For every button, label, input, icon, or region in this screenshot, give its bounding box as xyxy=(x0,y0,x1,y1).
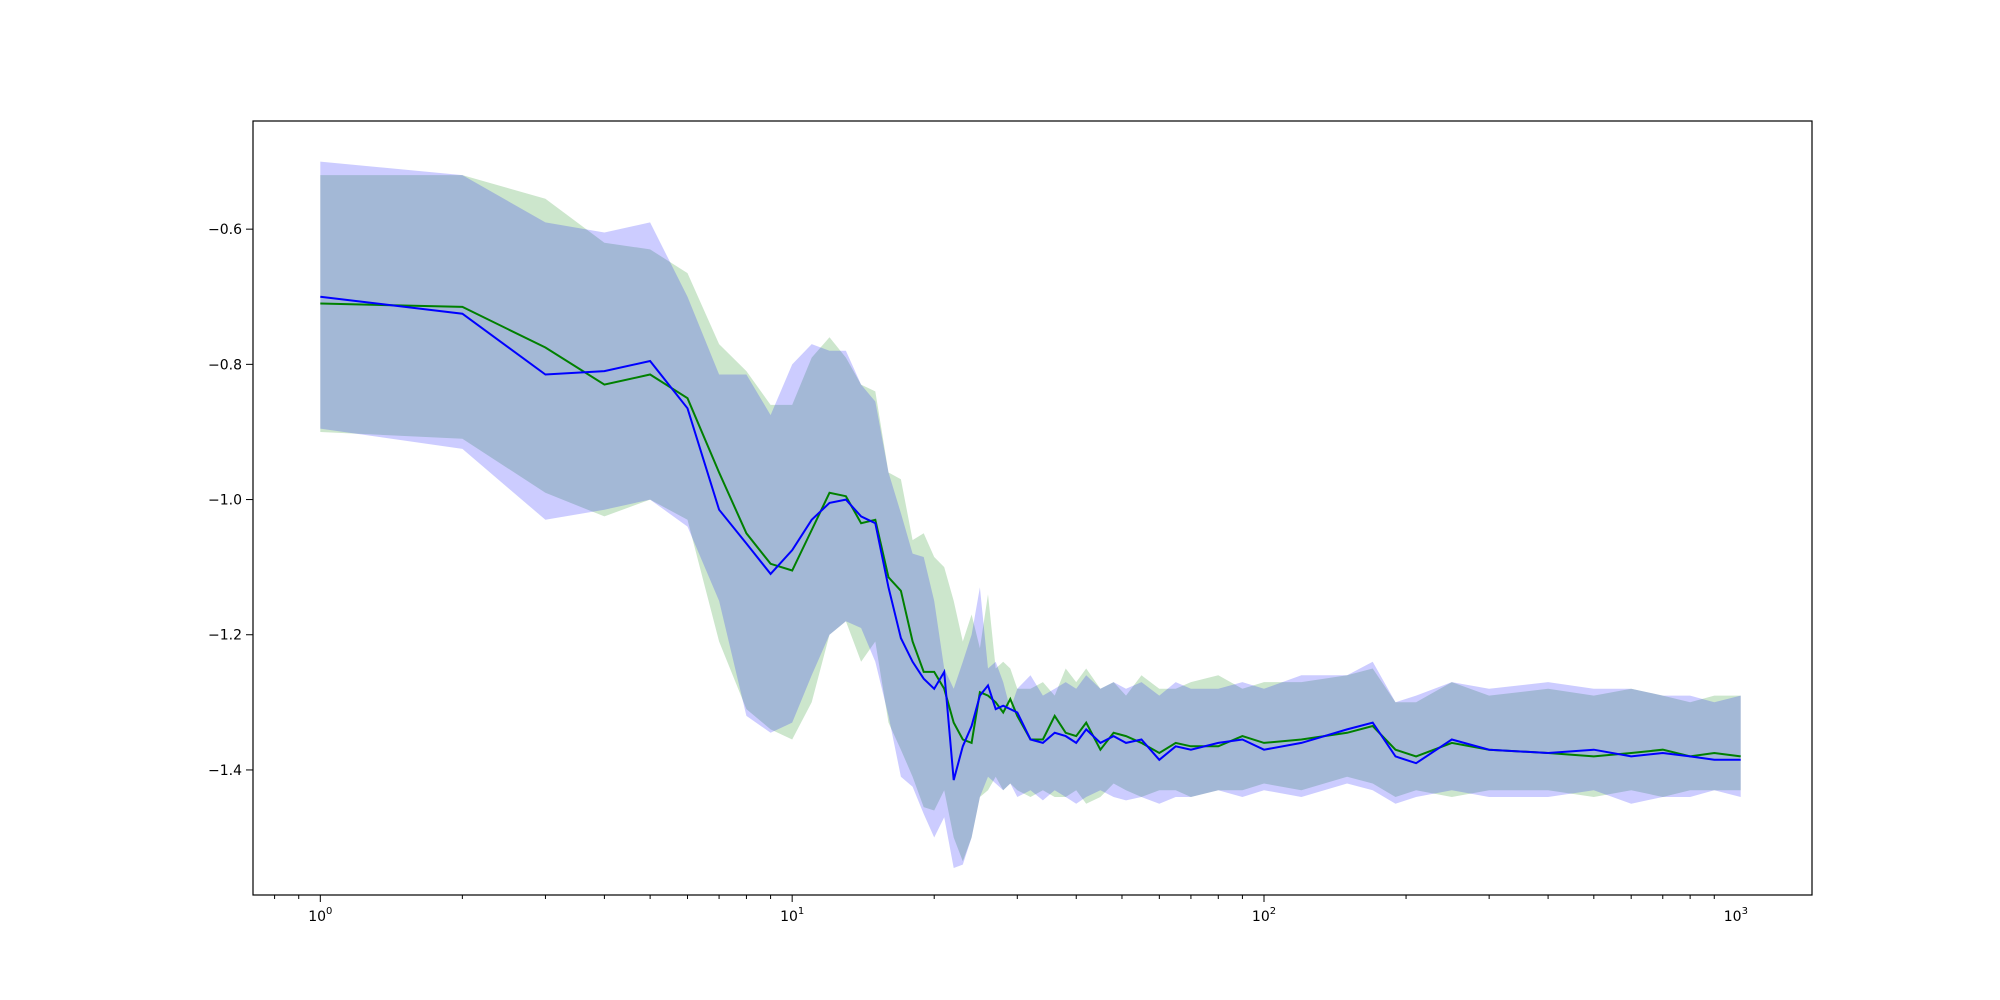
y-tick-label: −1.2 xyxy=(208,628,242,644)
series-0-band xyxy=(320,175,1741,862)
x-axis: 100 101 102 103 xyxy=(274,895,1748,925)
x-tick-label: 100 xyxy=(308,906,332,925)
series-1-line xyxy=(320,295,1741,781)
confidence-bands xyxy=(320,161,1741,869)
x-tick-label: 101 xyxy=(780,906,804,925)
x-tick-label: 103 xyxy=(1724,906,1748,925)
y-tick-label: −0.6 xyxy=(208,222,242,238)
series-1-band xyxy=(320,161,1741,869)
y-tick-label: −1.4 xyxy=(208,763,242,779)
y-axis: −0.6 −0.8 −1.0 −1.2 −1.4 xyxy=(208,222,253,779)
x-tick-label: 102 xyxy=(1252,906,1276,925)
plot-background xyxy=(253,121,1812,895)
y-tick-label: −1.0 xyxy=(208,493,242,509)
series-lines xyxy=(320,295,1741,781)
plot-frame xyxy=(252,120,1813,896)
y-tick-label: −0.8 xyxy=(208,357,242,373)
